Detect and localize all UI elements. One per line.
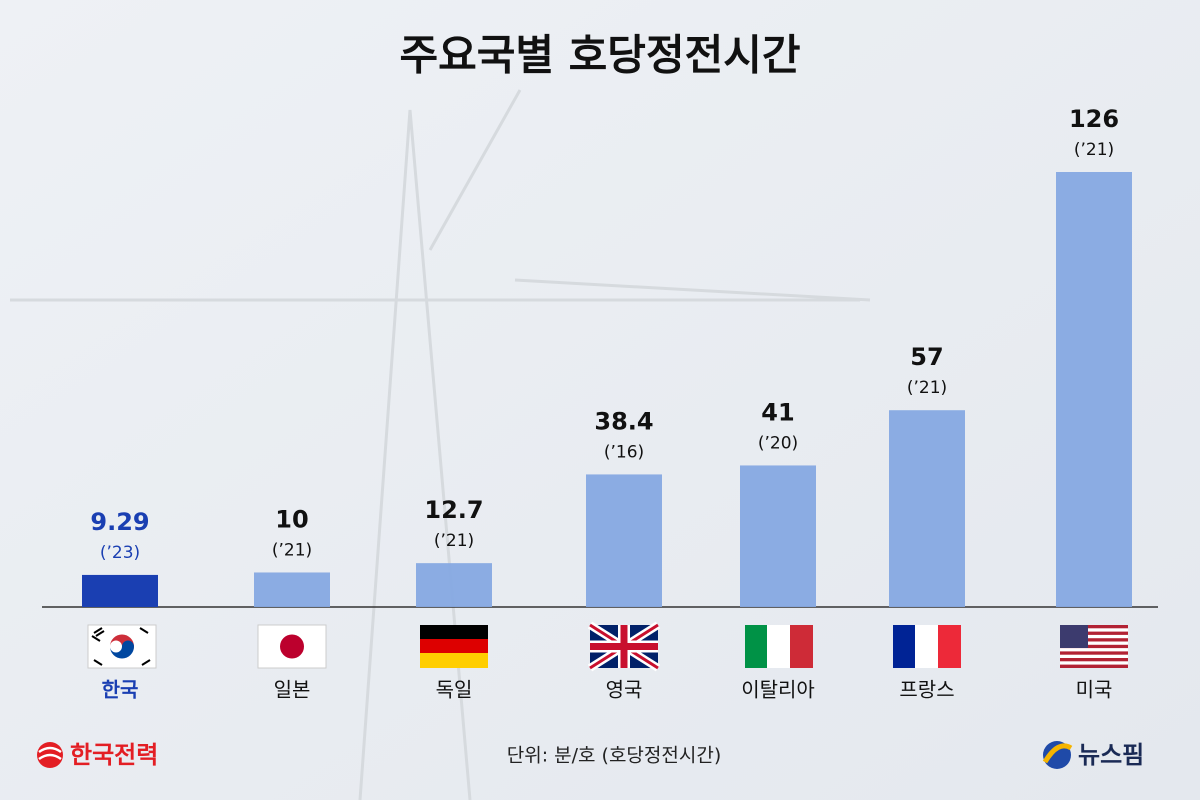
flags <box>87 621 1128 672</box>
tower-decoration <box>10 89 871 800</box>
x-tick-label: 이탈리아 <box>741 678 815 702</box>
value-label: 41 <box>761 398 794 426</box>
flag-uk <box>587 621 661 672</box>
flag-korea <box>87 624 157 669</box>
value-label: 12.7 <box>424 496 483 524</box>
x-tick-label: 미국 <box>1076 678 1113 702</box>
flag-france <box>893 625 961 668</box>
x-tick-label: 일본 <box>274 678 311 702</box>
bar <box>82 574 158 607</box>
flag-germany <box>420 625 488 668</box>
bar <box>586 474 662 607</box>
bar <box>254 572 330 607</box>
bar <box>1056 172 1132 607</box>
year-label: (’16) <box>604 442 644 462</box>
source-logo-text: 한국전력 <box>70 741 158 769</box>
bar <box>416 563 492 607</box>
source-logo: 한국전력 <box>37 741 158 769</box>
chart-title: 주요국별 호당정전시간 <box>399 31 800 80</box>
publisher-logo: 뉴스핌 <box>1042 741 1144 769</box>
x-tick-label: 프랑스 <box>899 678 954 702</box>
value-label: 9.29 <box>90 508 149 536</box>
unit-note: 단위: 분/호 (호당정전시간) <box>507 745 722 767</box>
publisher-logo-text: 뉴스핌 <box>1078 741 1144 769</box>
year-label: (’21) <box>434 531 474 551</box>
year-label: (’20) <box>758 433 798 453</box>
bar <box>740 465 816 607</box>
x-tick-label: 영국 <box>606 678 643 702</box>
x-tick-label: 독일 <box>436 678 473 702</box>
year-label: (’21) <box>1074 140 1114 160</box>
flag-us <box>1060 625 1128 668</box>
flag-italy <box>745 625 813 668</box>
flag-japan <box>257 624 327 669</box>
year-label: (’23) <box>100 543 140 563</box>
value-label: 57 <box>910 343 943 371</box>
bar <box>889 410 965 607</box>
value-label: 10 <box>275 505 308 533</box>
value-label: 38.4 <box>594 407 653 435</box>
x-tick-label: 한국 <box>102 678 139 702</box>
value-label: 126 <box>1069 105 1119 133</box>
year-label: (’21) <box>272 540 312 560</box>
year-label: (’21) <box>907 378 947 398</box>
